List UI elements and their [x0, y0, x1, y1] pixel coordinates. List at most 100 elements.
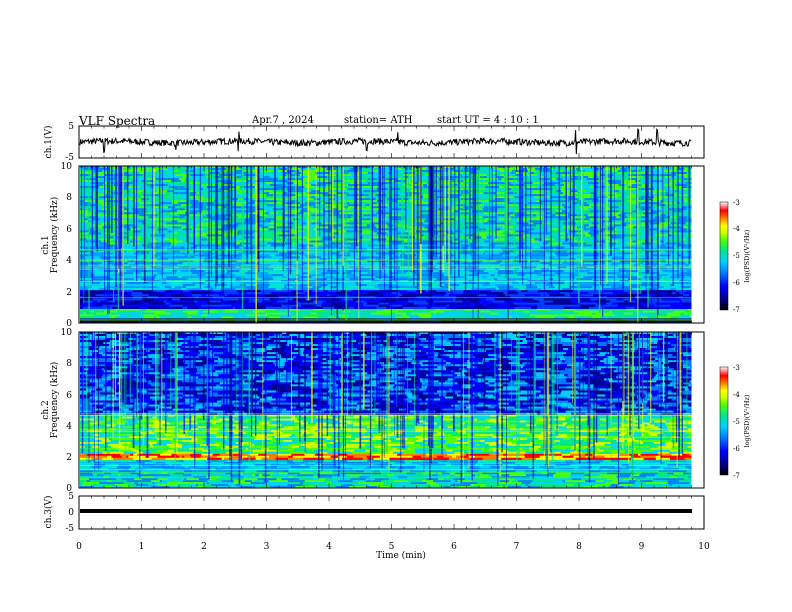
spec-cell — [329, 260, 336, 263]
spec-cell — [264, 212, 270, 215]
spec-cell — [179, 254, 185, 257]
spec-cell — [201, 304, 206, 307]
spec-cell — [157, 300, 164, 303]
spec-cell — [430, 310, 444, 313]
spec-cell — [82, 208, 89, 211]
spec-cell — [135, 216, 149, 219]
spec-cell — [162, 174, 170, 177]
spec-cell — [344, 178, 353, 181]
spec-cell — [291, 320, 307, 323]
spec-cell — [590, 220, 594, 223]
spec-cell — [545, 316, 555, 319]
spec-cell — [433, 168, 444, 171]
spec-cell — [238, 166, 242, 169]
spec-cell — [166, 200, 172, 203]
spec-cell — [165, 294, 171, 297]
spec-cell — [133, 260, 145, 263]
spec-cell — [430, 250, 440, 253]
spec-cell — [171, 286, 175, 289]
spec-cell — [513, 302, 522, 305]
spec-cell — [374, 216, 389, 219]
spec-cell — [80, 254, 92, 257]
spec-cell — [581, 294, 591, 297]
spec-cell — [346, 264, 353, 267]
spec-cell — [637, 204, 641, 207]
spec-cell — [270, 244, 286, 247]
spec-cell — [640, 316, 649, 319]
spec-cell — [283, 274, 296, 277]
spec-cell — [541, 272, 555, 275]
spec-cell — [627, 216, 638, 219]
spec-cell — [563, 316, 566, 319]
spec-cell — [273, 170, 279, 173]
spec-cell — [124, 194, 138, 197]
spec-cell — [274, 302, 284, 305]
spec-cell — [401, 214, 414, 217]
spec-cell — [326, 272, 340, 275]
spec-cell — [631, 294, 642, 297]
spec-cell — [337, 228, 345, 231]
spec-cell — [295, 194, 304, 197]
spec-cell — [364, 202, 373, 205]
spec-cell — [416, 178, 431, 181]
spec-cell — [80, 252, 90, 255]
spec-cell — [224, 258, 231, 261]
spec-cell — [230, 178, 235, 181]
spec-cell — [430, 258, 438, 261]
spec-cell — [359, 272, 368, 275]
spec-cell — [426, 320, 442, 323]
spec-cell — [635, 296, 650, 299]
spec-cell — [403, 220, 417, 223]
spec-cell — [634, 172, 649, 175]
spec-cell — [392, 172, 405, 175]
spec-cell — [398, 276, 411, 279]
spec-cell — [375, 316, 387, 319]
spec-cell — [203, 228, 217, 231]
spec-cell — [516, 180, 533, 183]
spec-cell — [607, 200, 623, 203]
spec-cell — [80, 228, 90, 231]
spec-cell — [609, 222, 622, 225]
spec-cell — [618, 316, 627, 319]
spec-cell — [669, 256, 674, 259]
spec-cell — [99, 282, 104, 285]
spec-cell — [161, 278, 167, 281]
spec-cell — [97, 246, 106, 249]
spec-cell — [400, 188, 415, 191]
spec-cell — [247, 288, 261, 291]
spec-cell — [260, 288, 276, 291]
spec-cell — [127, 246, 131, 249]
spec-cell — [315, 304, 322, 307]
spec-cell — [114, 288, 118, 291]
spec-cell — [686, 290, 692, 293]
spec-cell — [255, 256, 266, 259]
spec-cell — [631, 198, 638, 201]
spec-cell — [302, 208, 308, 211]
spec-cell — [129, 298, 135, 301]
spec-cell — [122, 192, 135, 195]
spec-cell — [452, 288, 465, 291]
spec-cell — [309, 310, 314, 313]
spec-cell — [285, 246, 299, 249]
spec-cell — [580, 298, 591, 301]
spec-cell — [575, 320, 585, 323]
spec-cell — [488, 272, 498, 275]
spec-cell — [557, 224, 572, 227]
spec-cell — [663, 172, 672, 175]
spec-cell — [504, 174, 514, 177]
spec-cell — [453, 314, 468, 317]
spec-cell — [558, 300, 571, 303]
spec-cell — [680, 314, 690, 317]
spec-cell — [161, 210, 178, 213]
spec-cell — [532, 298, 535, 301]
spec-cell — [645, 282, 661, 285]
spec-cell — [304, 264, 321, 267]
spec-cell — [109, 316, 116, 319]
spec-cell — [269, 298, 274, 301]
spec-cell — [184, 288, 187, 291]
spec-cell — [577, 200, 583, 203]
spec-cell — [365, 216, 375, 219]
spec-cell — [660, 214, 667, 217]
spec-cell — [293, 198, 308, 201]
spec-cell — [365, 206, 372, 209]
